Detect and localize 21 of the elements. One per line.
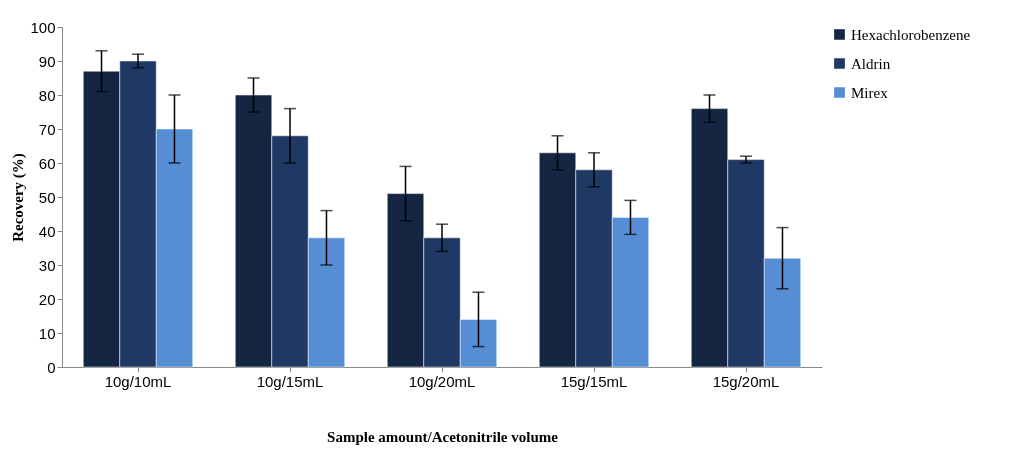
legend-label: Aldrin [851,55,891,72]
legend-label: Mirex [851,84,889,101]
x-tick-label: 10g/20mL [408,372,476,390]
y-tick-label: 40 [38,222,56,240]
y-axis-title: Recovery (%) [10,153,28,242]
y-tick-label: 70 [38,120,56,138]
x-tick-label: 15g/15mL [560,372,628,390]
y-tick-label: 90 [38,52,56,70]
x-tick-label: 10g/10mL [104,372,172,390]
y-tick-label: 20 [38,290,56,308]
y-tick-label: 0 [47,358,56,376]
y-tick-label: 80 [38,86,56,104]
y-tick-label: 50 [38,188,56,206]
y-tick-label: 30 [38,256,56,274]
y-tick-label: 100 [30,18,56,36]
x-tick-label: 15g/20mL [712,372,780,390]
legend-label: Hexachlorobenzene [851,26,971,43]
x-tick-label: 10g/15mL [256,372,324,390]
x-axis-title: Sample amount/Acetonitrile volume [327,428,559,445]
y-tick-label: 10 [38,324,56,342]
y-tick-label: 60 [38,154,56,172]
